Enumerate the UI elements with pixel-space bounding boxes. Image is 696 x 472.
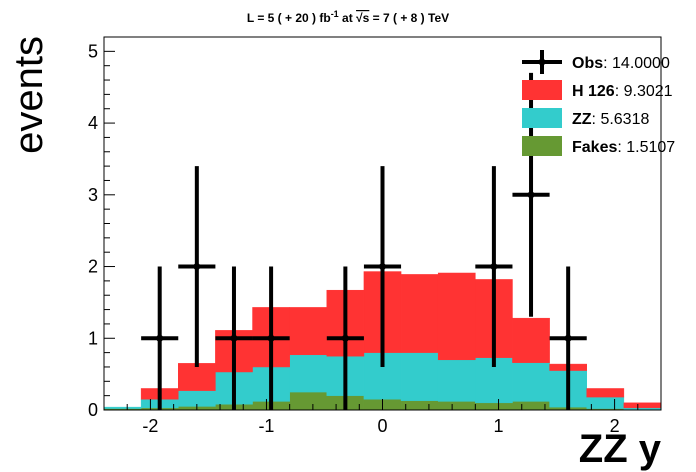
bar-h-126-bin-2 bbox=[178, 363, 216, 391]
observed-data bbox=[141, 72, 587, 410]
bar-fakes-bin-11 bbox=[512, 401, 550, 411]
bar-fakes-bin-9 bbox=[437, 401, 476, 411]
chart-title-mid: at bbox=[339, 11, 356, 25]
bar-zz-bin-9 bbox=[437, 359, 476, 402]
obs-marker-2 bbox=[230, 334, 238, 342]
bar-h-126-bin-5 bbox=[289, 307, 328, 356]
legend-h126-name: H 126 bbox=[572, 83, 615, 100]
bar-h-126-bin-11 bbox=[512, 317, 550, 363]
legend-zz-swatch bbox=[522, 108, 562, 128]
x-tick-label-4: 2 bbox=[610, 416, 620, 436]
chart-title-post: = 7 ( + 8 ) TeV bbox=[369, 11, 449, 25]
x-axis-title: ZZ y bbox=[579, 427, 662, 471]
obs-marker-8 bbox=[564, 334, 572, 342]
chart-title-pre: L = 5 ( + 20 ) fb bbox=[247, 11, 331, 25]
obs-marker-4 bbox=[341, 334, 349, 342]
y-tick-label-5: 5 bbox=[88, 41, 98, 61]
x-tick-label-0: -2 bbox=[142, 416, 158, 436]
obs-point-1 bbox=[178, 166, 216, 367]
chart-title: L = 5 ( + 20 ) fb-1 at √s = 7 ( + 8 ) Te… bbox=[247, 9, 449, 25]
chart-title-sup: -1 bbox=[331, 9, 339, 19]
obs-marker-0 bbox=[156, 334, 164, 342]
bar-h-126-bin-13 bbox=[586, 388, 625, 398]
legend-entry-obs: Obs: 14.0000 bbox=[522, 50, 670, 74]
legend-fakes-value: : 1.5107 bbox=[617, 139, 675, 156]
legend-obs-marker bbox=[538, 58, 546, 66]
bar-h-126-bin-14 bbox=[623, 402, 662, 409]
axes: -2 -1 0 1 2 0 1 2 3 4 5 bbox=[88, 36, 639, 436]
bar-zz-bin-8 bbox=[400, 352, 439, 401]
obs-point-0 bbox=[141, 266, 179, 410]
legend-entry-h126: H 126: 9.3021 bbox=[522, 80, 673, 100]
obs-point-8 bbox=[549, 266, 587, 410]
obs-marker-3 bbox=[267, 334, 275, 342]
y-tick-label-0: 0 bbox=[88, 400, 98, 420]
obs-marker-6 bbox=[490, 263, 498, 271]
legend: Obs: 14.0000 H 126: 9.3021 ZZ: 5.6318 Fa… bbox=[522, 50, 675, 156]
legend-obs-name: Obs bbox=[572, 55, 603, 72]
bar-h-126-bin-9 bbox=[437, 272, 476, 361]
bar-zz-bin-13 bbox=[586, 396, 625, 409]
bar-zz-bin-0 bbox=[103, 406, 142, 409]
obs-point-2 bbox=[215, 266, 253, 410]
bar-zz-bin-5 bbox=[289, 354, 328, 393]
legend-obs-value: : 14.0000 bbox=[603, 55, 670, 72]
legend-zz-value: : 5.6318 bbox=[592, 111, 650, 128]
svg-text:ZZ: 5.6318: ZZ: 5.6318 bbox=[572, 111, 649, 128]
y-axis-title: events bbox=[7, 36, 51, 154]
svg-text:Fakes: 1.5107: Fakes: 1.5107 bbox=[572, 139, 675, 156]
x-tick-label-1: -1 bbox=[258, 416, 274, 436]
bar-h-126-bin-8 bbox=[400, 274, 439, 353]
obs-point-3 bbox=[252, 266, 290, 410]
bar-fakes-bin-5 bbox=[289, 391, 328, 411]
svg-text:Obs: 14.0000: Obs: 14.0000 bbox=[572, 55, 670, 72]
bar-fakes-bin-8 bbox=[400, 400, 439, 411]
legend-zz-name: ZZ bbox=[572, 111, 592, 128]
obs-point-6 bbox=[475, 166, 513, 367]
y-tick-label-1: 1 bbox=[88, 328, 98, 348]
chart-title-sqrt: √s bbox=[356, 11, 370, 25]
obs-marker-5 bbox=[379, 263, 386, 271]
svg-text:H 126: 9.3021: H 126: 9.3021 bbox=[572, 83, 673, 100]
x-tick-label-3: 1 bbox=[494, 416, 504, 436]
y-tick-label-4: 4 bbox=[88, 113, 98, 133]
bar-zz-bin-11 bbox=[512, 362, 550, 402]
x-tick-label-2: 0 bbox=[377, 416, 387, 436]
obs-marker-7 bbox=[527, 191, 535, 199]
bar-fakes-bin-10 bbox=[475, 402, 513, 411]
legend-h126-swatch bbox=[522, 80, 562, 100]
y-tick-label-3: 3 bbox=[88, 185, 98, 205]
legend-entry-fakes: Fakes: 1.5107 bbox=[522, 136, 675, 156]
legend-entry-zz: ZZ: 5.6318 bbox=[522, 108, 649, 128]
legend-fakes-name: Fakes bbox=[572, 139, 617, 156]
legend-h126-value: : 9.3021 bbox=[615, 83, 673, 100]
y-tick-label-2: 2 bbox=[88, 257, 98, 277]
legend-fakes-swatch bbox=[522, 136, 562, 156]
obs-point-4 bbox=[326, 266, 364, 410]
obs-point-5 bbox=[363, 166, 402, 367]
obs-marker-1 bbox=[193, 263, 201, 271]
